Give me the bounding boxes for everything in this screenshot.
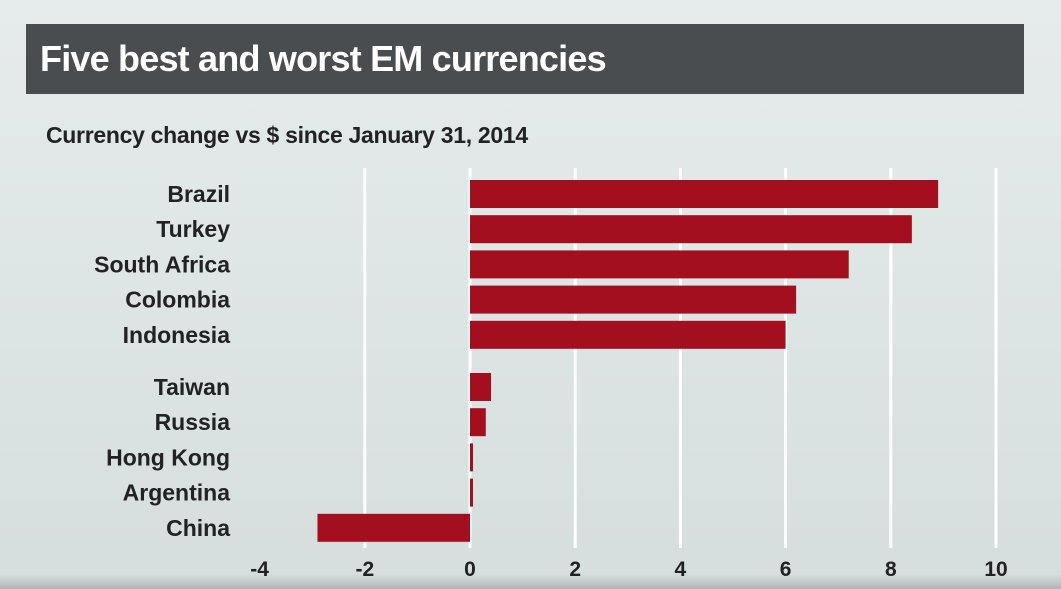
x-tick-label: 2	[569, 558, 581, 581]
category-label-south-africa: South Africa	[94, 251, 230, 277]
category-label-taiwan: Taiwan	[154, 374, 230, 400]
chart-subtitle: Currency change vs $ since January 31, 2…	[46, 122, 528, 148]
x-tick-label: 6	[780, 558, 792, 581]
x-tick-label: 4	[675, 558, 687, 581]
x-tick-label: -4	[250, 558, 269, 581]
bar-turkey	[470, 215, 912, 244]
bar-brazil	[470, 180, 939, 208]
bar-colombia	[470, 285, 797, 314]
category-label-indonesia: Indonesia	[123, 322, 231, 348]
x-axis-ticks: -4 -2 0 2 4 6 8 10	[250, 558, 1007, 581]
x-tick-label: 0	[464, 558, 476, 581]
category-label-colombia: Colombia	[125, 287, 230, 313]
bar-russia	[470, 408, 486, 437]
title-bar: Five best and worst EM currencies	[26, 24, 1024, 94]
chart-title: Five best and worst EM currencies	[40, 38, 607, 79]
bar-south-africa	[470, 250, 849, 279]
category-label-russia: Russia	[155, 409, 231, 435]
x-tick-label: 10	[984, 558, 1007, 581]
category-label-argentina: Argentina	[123, 480, 231, 506]
bar-hong-kong	[470, 443, 473, 472]
bar-argentina	[470, 478, 473, 507]
x-tick-label: -2	[355, 558, 374, 581]
category-label-hong-kong: Hong Kong	[106, 444, 230, 470]
category-label-china: China	[166, 515, 230, 541]
x-tick-label: 8	[885, 558, 897, 581]
bar-taiwan	[470, 373, 492, 401]
category-label-brazil: Brazil	[167, 181, 230, 207]
bottom-shadow	[0, 574, 1061, 589]
bars	[317, 180, 939, 542]
category-labels: Brazil Turkey South Africa Colombia Indonesi…	[94, 181, 230, 541]
category-label-turkey: Turkey	[156, 216, 230, 242]
bar-indonesia	[470, 320, 786, 349]
bar-china	[317, 513, 470, 542]
